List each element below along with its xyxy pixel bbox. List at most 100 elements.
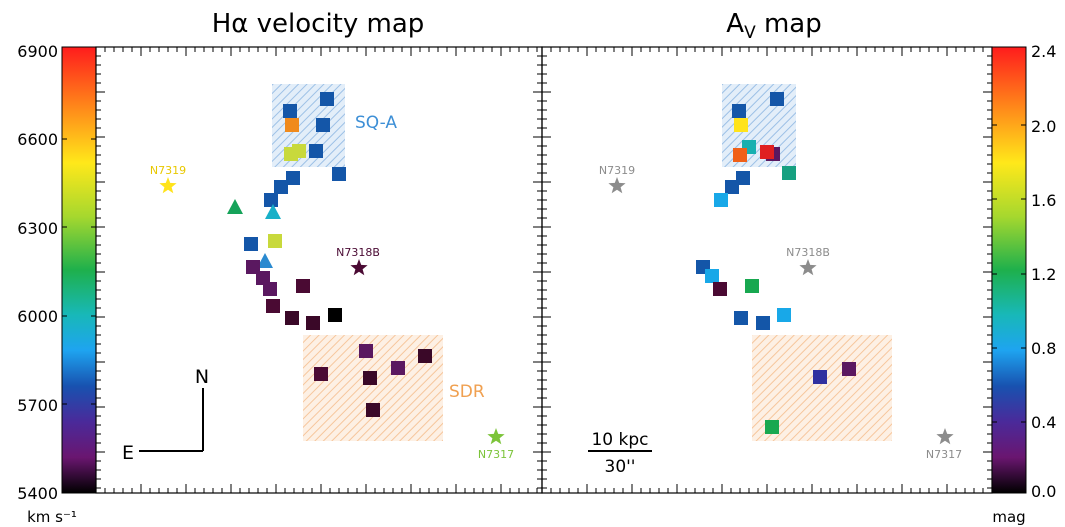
extinction-colorbar-ticks: 2.4 2.0 1.6 1.2 0.8 0.4 0.0	[1031, 42, 1056, 501]
star-icon	[608, 177, 626, 194]
extinction-tick-label: 2.4	[1031, 42, 1056, 61]
compass	[139, 388, 204, 452]
velocity-tick-label: 5400	[17, 484, 58, 503]
right-axis-ticks	[542, 47, 992, 493]
right-title-main: A	[726, 9, 744, 39]
data-point-square	[332, 167, 346, 181]
extinction-tick-label: 0.4	[1031, 413, 1056, 432]
data-point-square	[244, 237, 258, 251]
galaxy-n7319-right: N7319	[599, 164, 635, 194]
star-icon	[936, 428, 954, 445]
compass-north-label: N	[195, 366, 209, 388]
data-point-square	[733, 148, 747, 162]
data-point-square	[391, 361, 405, 375]
sqa-region-label: SQ-A	[355, 113, 397, 133]
data-point-square	[418, 349, 432, 363]
galaxy-n7318b: N7318B	[336, 246, 380, 276]
data-point-square	[320, 92, 334, 106]
star-icon	[159, 177, 177, 194]
data-point-square	[760, 145, 774, 159]
data-point-square	[306, 316, 320, 330]
velocity-colorbar	[61, 46, 97, 494]
extinction-tick-label: 0.0	[1031, 482, 1056, 501]
velocity-colorbar-tickmarks	[62, 138, 96, 405]
sdr-region-label: SDR	[449, 382, 485, 402]
extinction-colorbar-tickmarks	[992, 124, 1026, 423]
data-point-square	[283, 104, 297, 118]
velocity-tick-label: 6900	[17, 42, 58, 61]
star-icon	[799, 259, 817, 276]
data-point-square	[256, 271, 270, 285]
galaxy-label-n7319-right: N7319	[599, 164, 635, 177]
data-point-square	[268, 234, 282, 248]
data-point-square	[770, 92, 784, 106]
galaxy-label-n7318b: N7318B	[336, 246, 380, 259]
star-icon	[487, 428, 505, 445]
data-point-square	[286, 171, 300, 185]
galaxy-label-n7317-right: N7317	[926, 448, 962, 461]
extinction-colorbar	[991, 46, 1027, 494]
velocity-colorbar-ticks: 6900 6600 6300 6000 5700 5400	[17, 42, 58, 503]
data-point-square	[246, 260, 260, 274]
data-point-square	[732, 104, 746, 118]
data-point-square	[782, 166, 796, 180]
data-point-square	[756, 316, 770, 330]
data-point-square	[734, 311, 748, 325]
data-point-square	[745, 279, 759, 293]
data-point-square	[736, 171, 750, 185]
left-panel-title: Hα velocity map	[212, 9, 425, 39]
velocity-unit-label: km s⁻¹	[27, 508, 77, 526]
data-point-square	[285, 311, 299, 325]
velocity-tick-label: 6300	[17, 219, 58, 238]
data-point-square	[316, 118, 330, 132]
data-point-square	[328, 308, 342, 322]
compass-east-label: E	[122, 442, 134, 464]
galaxy-n7319: N7319	[150, 164, 186, 194]
sqa-region	[272, 84, 345, 167]
velocity-tick-label: 6600	[17, 130, 58, 149]
data-point-square	[705, 269, 719, 283]
galaxy-n7318b-right: N7318B	[786, 246, 830, 276]
velocity-tick-label: 6000	[17, 307, 58, 326]
data-point-square	[314, 367, 328, 381]
data-point-square	[296, 279, 310, 293]
right-title-rest: map	[756, 9, 822, 39]
galaxy-n7317-right: N7317	[926, 428, 962, 461]
data-point-triangle	[265, 204, 281, 219]
scale-bar-arcsec-label: 30''	[605, 457, 636, 477]
data-point-square	[725, 180, 739, 194]
right-panel-title: AV map	[726, 9, 821, 43]
data-point-square	[734, 118, 748, 132]
data-point-square	[813, 370, 827, 384]
extinction-points	[696, 92, 856, 434]
data-point-square	[263, 282, 277, 296]
left-axis-ticks	[96, 47, 542, 493]
data-point-square	[359, 344, 373, 358]
data-point-square	[274, 180, 288, 194]
data-point-square	[713, 282, 727, 296]
galaxy-label-n7318b-right: N7318B	[786, 246, 830, 259]
velocity-points	[227, 92, 432, 417]
extinction-tick-label: 1.2	[1031, 265, 1056, 284]
extinction-unit-label: mag	[992, 508, 1025, 526]
data-point-square	[714, 193, 728, 207]
star-icon	[350, 259, 368, 276]
data-point-square	[366, 403, 380, 417]
data-point-square	[264, 193, 278, 207]
extinction-tick-label: 0.8	[1031, 339, 1056, 358]
data-point-square	[284, 147, 298, 161]
scale-bar-kpc-label: 10 kpc	[591, 430, 648, 450]
galaxy-n7317: N7317	[478, 428, 514, 461]
data-point-triangle	[257, 253, 273, 268]
data-point-square	[285, 118, 299, 132]
velocity-tick-label: 5700	[17, 396, 58, 415]
galaxy-label-n7319: N7319	[150, 164, 186, 177]
galaxy-label-n7317: N7317	[478, 448, 514, 461]
data-point-square	[363, 371, 377, 385]
data-point-square	[777, 308, 791, 322]
data-point-square	[309, 144, 323, 158]
data-point-triangle	[227, 199, 243, 214]
data-point-square	[765, 420, 779, 434]
extinction-tick-label: 1.6	[1031, 191, 1056, 210]
